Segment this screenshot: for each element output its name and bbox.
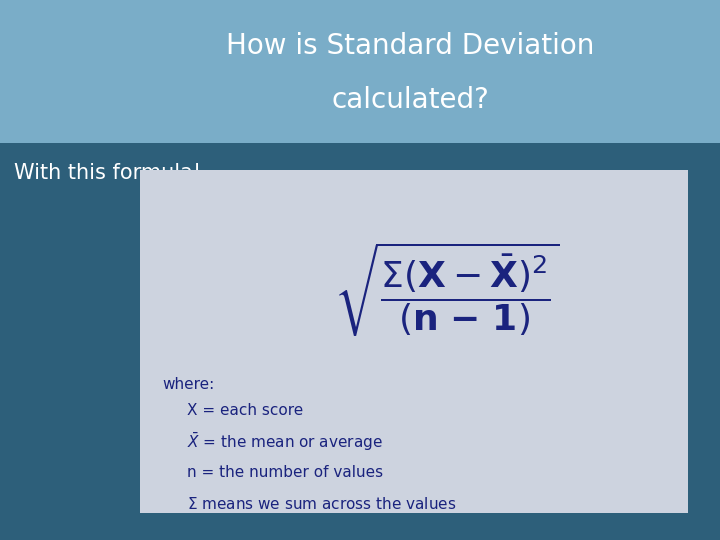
Text: X = each score: X = each score: [187, 403, 303, 417]
Text: $\Sigma$ means we sum across the values: $\Sigma$ means we sum across the values: [187, 496, 456, 512]
Bar: [0, 0, 720, 143]
Text: n = the number of values: n = the number of values: [187, 465, 383, 480]
Text: calculated?: calculated?: [331, 86, 490, 114]
Text: $\sqrt{\dfrac{\Sigma(\mathbf{X} - \bar{\mathbf{X}})^2}{(\mathbf{n}\ \mathbf{-}\ : $\sqrt{\dfrac{\Sigma(\mathbf{X} - \bar{\…: [334, 241, 559, 339]
Text: $\bar{X}$ = the mean or average: $\bar{X}$ = the mean or average: [187, 430, 383, 453]
Bar: [140, 170, 688, 513]
Text: How is Standard Deviation: How is Standard Deviation: [226, 32, 595, 60]
Text: where:: where:: [162, 377, 215, 392]
Text: With this formula!: With this formula!: [14, 163, 202, 183]
